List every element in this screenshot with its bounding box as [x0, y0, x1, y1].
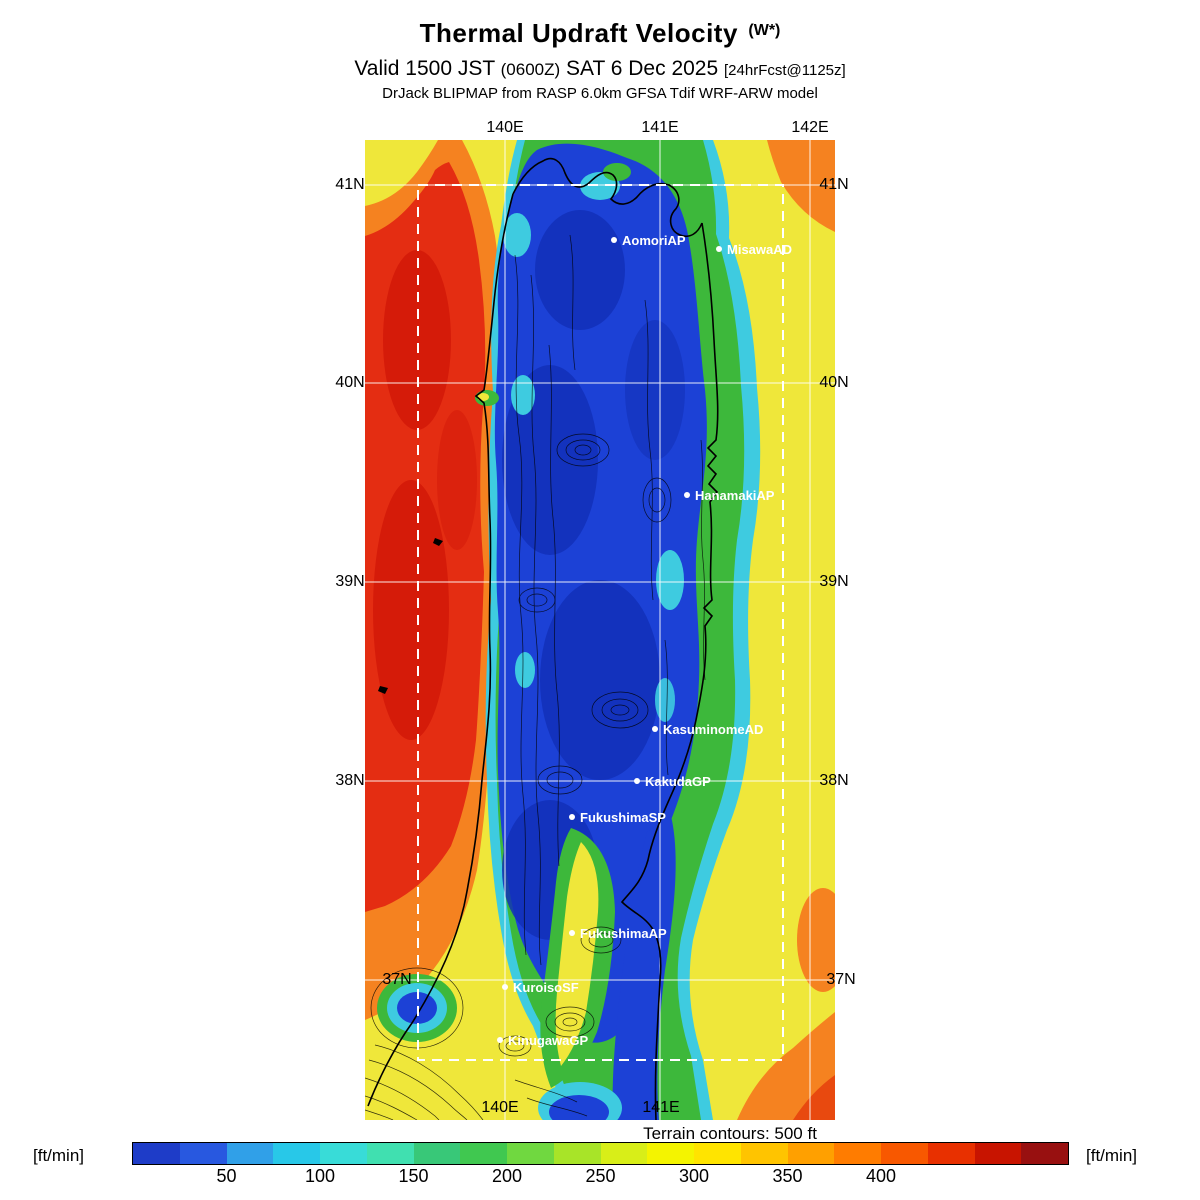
station-dot	[569, 930, 575, 936]
grid-label-lon-top: 140E	[486, 119, 524, 136]
colorbar-segment	[927, 1143, 975, 1164]
colorbar-tick-label: 200	[491, 1166, 523, 1186]
colorbar-segment	[647, 1143, 694, 1164]
red-core-mid	[437, 410, 477, 550]
domain-dashed-box	[417, 184, 784, 1061]
station-label: AomoriAP	[622, 233, 686, 248]
station-label: FukushimaSP	[580, 810, 666, 825]
colorbar-segment	[740, 1143, 788, 1164]
grid-label-lat-left: 39N	[335, 573, 365, 590]
cyan-patch	[655, 678, 675, 722]
colorbar-segment	[553, 1143, 601, 1164]
colorbar-segment	[787, 1143, 835, 1164]
colorbar-unit-right: [ft/min]	[1086, 1146, 1138, 1165]
colorbar-segment	[881, 1143, 928, 1164]
station-label: KakudaGP	[645, 774, 711, 789]
deep-blue-core	[540, 580, 660, 780]
station-label: KasuminomeAD	[663, 722, 763, 737]
cyan-patch	[656, 550, 684, 610]
terrain-contours	[365, 234, 706, 1120]
east-orange-blob	[797, 888, 835, 992]
deep-blue-core	[625, 320, 685, 460]
colorbar-tick-label: 150	[398, 1166, 429, 1186]
bottomright-red-corner	[793, 1075, 835, 1120]
station-dot	[652, 726, 658, 732]
coastline	[367, 157, 719, 1120]
green-patch	[603, 163, 631, 181]
red-core-north	[383, 250, 451, 430]
station-dot	[684, 492, 690, 498]
colorbar-segment	[226, 1143, 274, 1164]
colorbar-ticks: 50 100 150 200 250 300 350 400	[133, 1166, 1068, 1190]
station-dot	[634, 778, 640, 784]
grid-lines	[365, 140, 835, 1120]
island-mark	[378, 686, 388, 694]
station-label: FukushimaAP	[580, 926, 667, 941]
page-title: Thermal Updraft Velocity	[419, 18, 738, 48]
valid-time: Valid 1500 JST	[354, 57, 495, 80]
stations-layer: AomoriAP MisawaAD HanamakiAP KasuminomeAD Ka…	[497, 233, 792, 1048]
deep-blue-core	[535, 210, 625, 330]
colorbar-segment	[133, 1143, 180, 1164]
station-dot	[502, 984, 508, 990]
colorbar-unit-left: [ft/min]	[33, 1146, 85, 1165]
colorbar-segment	[1021, 1143, 1068, 1164]
station-label: HanamakiAP	[695, 488, 775, 503]
grid-label-lat-left: 38N	[335, 772, 365, 789]
title-unit-wstar: (W*)	[748, 22, 781, 39]
model-line: DrJack BLIPMAP from RASP 6.0km GFSA Tdif…	[382, 85, 818, 102]
grid-label-lat-left: 40N	[335, 374, 365, 391]
colorbar-segment	[507, 1143, 554, 1164]
station-dot	[497, 1037, 503, 1043]
terrain-note: Terrain contours: 500 ft	[643, 1124, 817, 1143]
bottom-blue-patch	[549, 1095, 609, 1120]
colorbar-tick-label: 50	[216, 1166, 237, 1186]
colorbar-tick-label: 250	[585, 1166, 616, 1186]
colorbar-segment	[600, 1143, 648, 1164]
grid-label-lon-top: 142E	[791, 119, 829, 136]
colorbar-segment	[179, 1143, 227, 1164]
colorbar-tick-label: 350	[772, 1166, 803, 1186]
station-dot	[716, 246, 722, 252]
valid-zulu: (0600Z)	[500, 60, 561, 79]
colorbar-segments	[132, 1142, 1069, 1165]
colorbar-segment	[974, 1143, 1022, 1164]
colorbar-segment	[460, 1143, 507, 1164]
station-dot	[611, 237, 617, 243]
south-yellow-strip	[555, 842, 599, 1066]
header-title-line: Thermal Updraft Velocity (W*)	[0, 18, 1200, 49]
colorbar-segment	[366, 1143, 414, 1164]
red-core-south	[373, 480, 449, 740]
colorbar-segment	[834, 1143, 881, 1164]
valid-date: SAT 6 Dec 2025	[566, 57, 719, 80]
colorbar-segment	[694, 1143, 741, 1164]
forecast-tag: [24hrFcst@1125z]	[724, 62, 846, 79]
cyan-patch	[515, 652, 535, 688]
valid-line: Valid 1500 JST (0600Z) SAT 6 Dec 2025 [2…	[0, 57, 1200, 81]
cyan-patch	[503, 213, 531, 257]
station-label: KuroisoSF	[513, 980, 579, 995]
station-dot	[569, 814, 575, 820]
colorbar-segment	[320, 1143, 367, 1164]
map: AomoriAP MisawaAD HanamakiAP KasuminomeAD Ka…	[365, 140, 835, 1120]
cyan-patch	[511, 375, 535, 415]
map-svg: AomoriAP MisawaAD HanamakiAP KasuminomeAD Ka…	[365, 140, 835, 1120]
island-mark	[433, 538, 443, 546]
colorbar-tick-label: 100	[304, 1166, 336, 1186]
station-label: KinugawaGP	[508, 1033, 589, 1048]
station-label: MisawaAD	[727, 242, 792, 257]
topleft-yellow-corner	[365, 140, 425, 204]
colorbar-tick-label: 400	[865, 1166, 897, 1186]
colorbar-segment	[273, 1143, 320, 1164]
topright-orange-corner	[767, 140, 835, 232]
grid-label-lat-left: 41N	[335, 176, 365, 193]
colorbar-tick-label: 300	[678, 1166, 710, 1186]
colorbar-segment	[413, 1143, 461, 1164]
grid-label-lon-top: 141E	[641, 119, 679, 136]
